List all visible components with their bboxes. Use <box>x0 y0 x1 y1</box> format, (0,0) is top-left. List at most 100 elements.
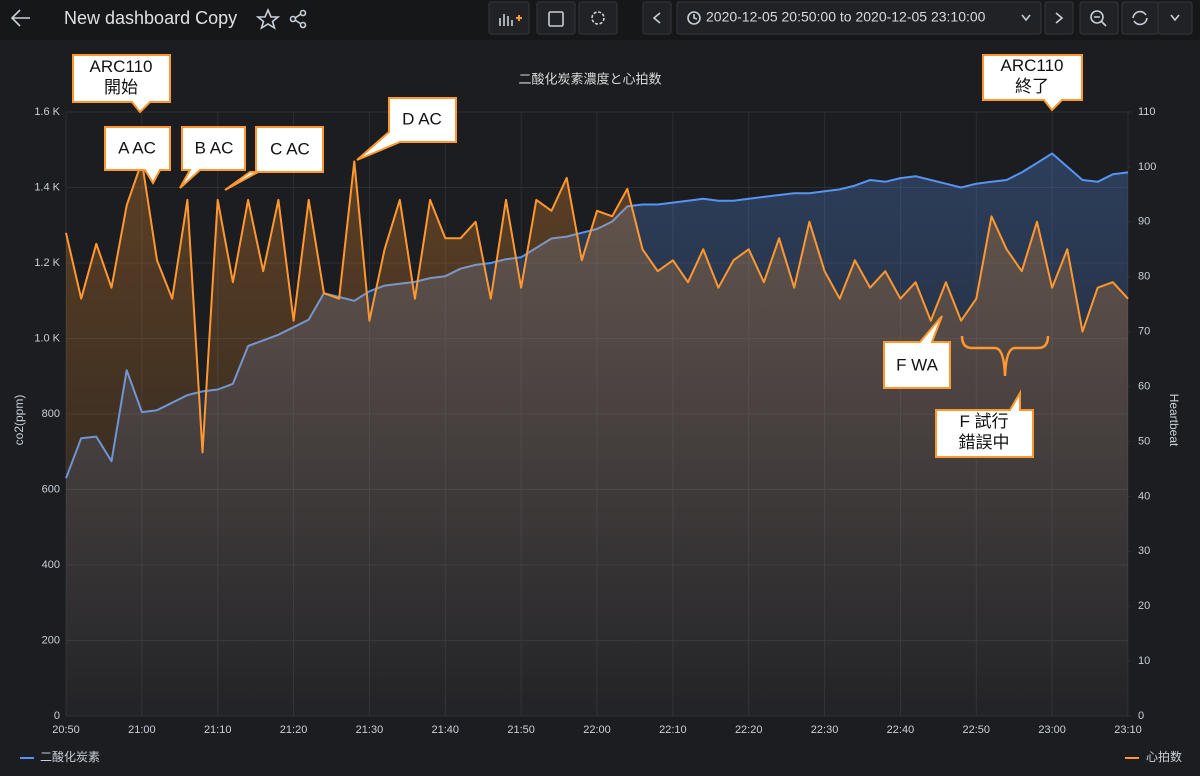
settings-icon <box>591 11 605 25</box>
callout: C AC <box>224 126 324 191</box>
callout-box <box>356 97 457 161</box>
y2-tick-label: 10 <box>1138 655 1150 667</box>
save-icon <box>548 11 564 27</box>
y2-tick-label: 110 <box>1138 106 1156 118</box>
annotation-text: C AC <box>270 139 310 158</box>
x-tick-label: 23:10 <box>1114 724 1142 736</box>
callout-box <box>982 54 1083 112</box>
settings-button[interactable] <box>578 1 618 35</box>
x-tick-label: 21:50 <box>507 724 535 736</box>
y2-tick-label: 60 <box>1138 380 1150 392</box>
y-tick-label: 0 <box>54 710 60 722</box>
annotation-text: A AC <box>118 138 156 157</box>
clock-icon <box>687 11 701 25</box>
y2-tick-label: 80 <box>1138 271 1150 283</box>
annotation-text: D AC <box>402 109 442 128</box>
add-panel-icon <box>499 14 513 26</box>
y2-tick-label: 100 <box>1138 161 1156 173</box>
add-panel-plus <box>516 15 522 21</box>
y2-tick-label: 30 <box>1138 545 1150 557</box>
chevron-right <box>1055 12 1064 24</box>
annotation-text: F 試行錯誤中 <box>959 412 1010 452</box>
y2-tick-label: 70 <box>1138 326 1150 338</box>
annotation-text: ARC110 開始 <box>90 57 153 97</box>
callout: A AC <box>104 126 171 186</box>
y2-axis-label: Heartbeat <box>1167 394 1181 447</box>
back-button[interactable] <box>10 9 30 27</box>
x-tick-label: 21:30 <box>356 724 384 736</box>
annotation-line: ARC110 <box>1001 56 1064 75</box>
refresh-interval-button[interactable] <box>1157 1 1193 35</box>
x-tick-label: 22:40 <box>887 724 915 736</box>
bracket <box>960 335 1050 377</box>
x-tick-label: 22:10 <box>659 724 687 736</box>
legend: 二酸化炭素 心拍数 <box>20 749 1182 764</box>
save-button[interactable] <box>536 1 576 35</box>
series-line <box>65 160 1129 454</box>
annotation-text: B AC <box>195 138 234 157</box>
callout: ARC110 終了 <box>982 54 1083 112</box>
annotation-text: F WA <box>896 355 939 374</box>
area-fill <box>66 161 1128 716</box>
callout-box <box>179 126 246 189</box>
callout: B AC <box>179 126 246 189</box>
callout-box <box>224 126 324 191</box>
panel-title[interactable]: 二酸化炭素濃度と心拍数 <box>518 71 661 86</box>
y2-tick-label: 50 <box>1138 435 1150 447</box>
zoom-icon <box>1090 10 1107 27</box>
y-tick-label: 200 <box>42 634 60 646</box>
x-tick-label: 21:00 <box>128 724 156 736</box>
x-tick-label: 22:20 <box>735 724 763 736</box>
add-panel-button[interactable] <box>488 1 530 35</box>
time-picker[interactable] <box>676 1 1042 35</box>
y-tick-label: 600 <box>42 483 60 495</box>
chevron-down <box>1170 14 1180 22</box>
callout: F 試行錯誤中 <box>935 389 1034 458</box>
callout: F WA <box>883 315 951 389</box>
x-tick-label: 21:10 <box>204 724 232 736</box>
annotation-line: 終了 <box>1015 77 1049 96</box>
annotation-line: ARC110 <box>90 57 153 76</box>
refresh-icon <box>1132 10 1148 26</box>
y-tick-label: 1.6 K <box>34 106 60 118</box>
annotation-line: 錯誤中 <box>959 433 1010 452</box>
zoom-out-button[interactable] <box>1079 1 1119 35</box>
star-button[interactable] <box>255 7 281 30</box>
legend-label: 二酸化炭素 <box>40 749 100 764</box>
x-tick-label: 23:00 <box>1038 724 1066 736</box>
callout: ARC110 開始 <box>72 54 171 114</box>
y-axis-label: co2(ppm) <box>12 395 26 446</box>
y-tick-label: 1.2 K <box>34 257 60 269</box>
y2-tick-label: 90 <box>1138 216 1150 228</box>
chevron-left <box>652 12 661 24</box>
annotations: ARC110 開始 A AC B AC C AC D AC ARC110 終了 F … <box>72 54 1083 458</box>
annotation-line: F 試行 <box>959 412 1008 431</box>
x-tick-label: 20:50 <box>52 724 80 736</box>
y2-tick-label: 40 <box>1138 490 1150 502</box>
callout-box <box>72 54 171 114</box>
chevron-down <box>1021 14 1031 22</box>
callout-box <box>883 315 951 389</box>
annotation-line: 開始 <box>104 78 138 97</box>
time-forward-button[interactable] <box>1044 1 1074 35</box>
legend-label: 心拍数 <box>1146 749 1182 764</box>
plot: 0 200 400 600 800 1.0 K 1.2 K 1.4 K 1.6 K 0 10 20 30… <box>34 106 1156 736</box>
dashboard-title[interactable]: New dashboard Copy <box>64 8 237 28</box>
y-tick-label: 800 <box>42 408 60 420</box>
x-tick-label: 21:20 <box>280 724 308 736</box>
annotation-text: ARC110 終了 <box>1001 56 1064 96</box>
callout-box <box>935 389 1034 458</box>
time-range[interactable]: 2020-12-05 20:50:00 to 2020-12-05 23:10:… <box>706 9 986 25</box>
time-back-button[interactable] <box>642 1 672 35</box>
clock-hands <box>693 14 698 20</box>
callout: D AC <box>356 97 457 161</box>
x-tick-label: 21:40 <box>432 724 460 736</box>
refresh-button[interactable] <box>1121 1 1159 35</box>
y-tick-label: 1.4 K <box>34 181 60 193</box>
y-tick-label: 1.0 K <box>34 332 60 344</box>
share-button[interactable] <box>289 9 307 29</box>
x-tick-label: 22:30 <box>811 724 839 736</box>
callout-box <box>104 126 171 186</box>
